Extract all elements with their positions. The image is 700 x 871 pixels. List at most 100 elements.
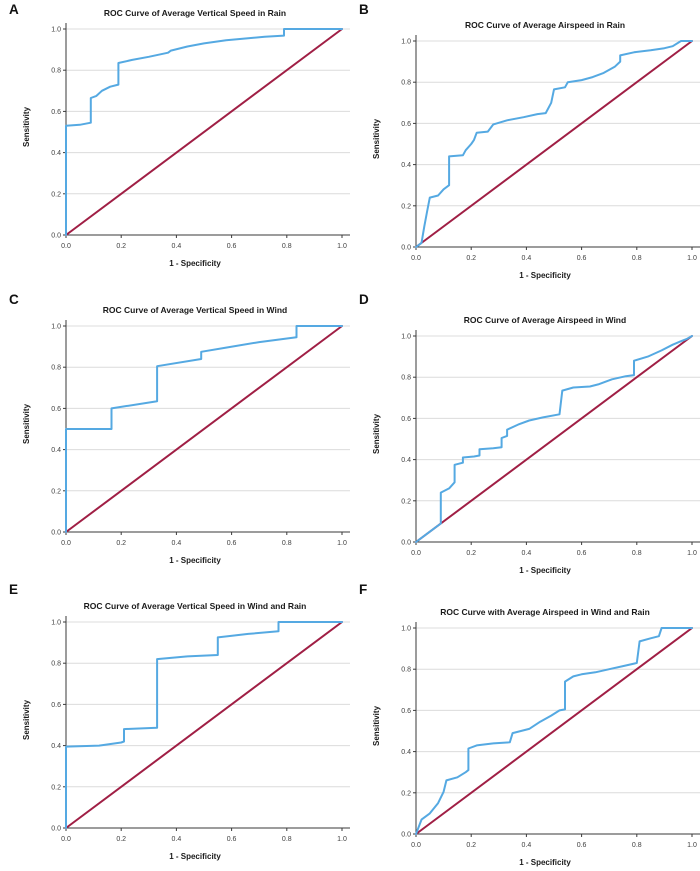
roc-panel-a: A ROC Curve of Average Vertical Speed in… (0, 0, 350, 290)
svg-text:1.0: 1.0 (51, 27, 61, 34)
svg-text:0.2: 0.2 (466, 255, 476, 262)
svg-text:0.2: 0.2 (466, 842, 476, 849)
svg-text:0.6: 0.6 (577, 255, 587, 262)
svg-text:1.0: 1.0 (687, 255, 697, 262)
chart-title: ROC Curve with Average Airspeed in Wind … (440, 607, 650, 617)
svg-text:0.0: 0.0 (61, 243, 71, 250)
chart-a: ROC Curve of Average Vertical Speed in R… (0, 7, 350, 271)
svg-text:0.4: 0.4 (521, 842, 531, 849)
svg-text:0.8: 0.8 (632, 842, 642, 849)
y-axis-label: Sensitivity (372, 414, 381, 455)
y-axis-label: Sensitivity (22, 107, 31, 148)
svg-text:1.0: 1.0 (51, 324, 61, 331)
svg-text:0.0: 0.0 (411, 550, 421, 557)
svg-text:0.2: 0.2 (51, 784, 61, 791)
svg-text:1.0: 1.0 (337, 836, 347, 843)
panel-letter: A (9, 2, 19, 17)
roc-panel-d: D ROC Curve of Average Airspeed in Wind … (350, 290, 700, 580)
svg-text:0.8: 0.8 (282, 836, 292, 843)
svg-text:1.0: 1.0 (51, 620, 61, 627)
svg-text:0.4: 0.4 (401, 162, 411, 169)
y-axis-label: Sensitivity (22, 700, 31, 741)
chart-c: ROC Curve of Average Vertical Speed in W… (0, 304, 350, 568)
svg-text:0.8: 0.8 (401, 375, 411, 382)
svg-text:0.4: 0.4 (401, 457, 411, 464)
svg-text:0.8: 0.8 (51, 661, 61, 668)
panel-letter: B (359, 2, 369, 17)
svg-text:0.6: 0.6 (51, 109, 61, 116)
roc-plot-c: 0.0 0.2 0.4 0.6 0.8 1.0 0.0 0.2 0.4 0.6 0.8 1.0 (51, 320, 350, 547)
chart-title: ROC Curve of Average Airspeed in Rain (464, 20, 626, 30)
svg-text:0.2: 0.2 (401, 498, 411, 505)
chart-d: ROC Curve of Average Airspeed in Wind Se… (350, 314, 700, 578)
svg-text:0.0: 0.0 (51, 826, 61, 833)
svg-text:0.0: 0.0 (401, 540, 411, 547)
svg-text:0.8: 0.8 (632, 550, 642, 557)
svg-text:0.4: 0.4 (171, 836, 181, 843)
panel-letter: D (359, 292, 369, 307)
svg-text:0.8: 0.8 (51, 365, 61, 372)
svg-text:0.2: 0.2 (51, 488, 61, 495)
svg-text:0.6: 0.6 (577, 842, 587, 849)
svg-text:0.2: 0.2 (116, 243, 126, 250)
y-axis-label: Sensitivity (372, 119, 381, 160)
svg-text:0.6: 0.6 (227, 836, 237, 843)
panel-letter: E (9, 582, 19, 597)
svg-text:0.2: 0.2 (401, 790, 411, 797)
chart-b: ROC Curve of Average Airspeed in Rain Se… (350, 19, 700, 283)
roc-panel-e: E ROC Curve of Average Vertical Speed in… (0, 580, 350, 871)
svg-text:0.6: 0.6 (577, 550, 587, 557)
x-axis-label: 1 - Specificity (519, 271, 571, 280)
svg-text:0.2: 0.2 (116, 836, 126, 843)
svg-text:0.4: 0.4 (171, 243, 181, 250)
svg-text:0.4: 0.4 (51, 447, 61, 454)
roc-plot-f: 0.0 0.2 0.4 0.6 0.8 1.0 0.0 0.2 0.4 0.6 0.8 1.0 (401, 622, 700, 849)
svg-text:0.0: 0.0 (61, 836, 71, 843)
svg-text:0.6: 0.6 (401, 121, 411, 128)
svg-text:0.8: 0.8 (282, 540, 292, 547)
svg-text:0.8: 0.8 (401, 80, 411, 87)
chart-e: ROC Curve of Average Vertical Speed in W… (0, 600, 350, 864)
svg-text:0.0: 0.0 (411, 842, 421, 849)
svg-text:0.4: 0.4 (521, 550, 531, 557)
svg-text:1.0: 1.0 (401, 39, 411, 46)
x-axis-label: 1 - Specificity (519, 566, 571, 575)
svg-text:0.8: 0.8 (51, 68, 61, 75)
svg-text:0.0: 0.0 (51, 530, 61, 537)
svg-text:0.8: 0.8 (401, 667, 411, 674)
svg-text:0.4: 0.4 (51, 150, 61, 157)
roc-plot-b: 0.0 0.2 0.4 0.6 0.8 1.0 0.0 0.2 0.4 0.6 0.8 1.0 (401, 35, 700, 262)
roc-panel-f: F ROC Curve with Average Airspeed in Win… (350, 580, 700, 871)
svg-text:1.0: 1.0 (337, 243, 347, 250)
svg-text:0.6: 0.6 (227, 540, 237, 547)
svg-text:0.2: 0.2 (51, 191, 61, 198)
svg-text:0.6: 0.6 (401, 708, 411, 715)
chart-title: ROC Curve of Average Vertical Speed in W… (83, 601, 307, 611)
x-axis-label: 1 - Specificity (169, 556, 221, 565)
svg-text:0.2: 0.2 (116, 540, 126, 547)
svg-text:1.0: 1.0 (401, 626, 411, 633)
svg-text:0.6: 0.6 (401, 416, 411, 423)
roc-panel-c: C ROC Curve of Average Vertical Speed in… (0, 290, 350, 580)
svg-text:1.0: 1.0 (687, 550, 697, 557)
svg-text:0.4: 0.4 (51, 743, 61, 750)
svg-text:0.6: 0.6 (51, 406, 61, 413)
chart-f: ROC Curve with Average Airspeed in Wind … (350, 606, 700, 870)
svg-text:0.0: 0.0 (411, 255, 421, 262)
svg-text:0.0: 0.0 (401, 245, 411, 252)
svg-text:0.6: 0.6 (227, 243, 237, 250)
roc-plot-d: 0.0 0.2 0.4 0.6 0.8 1.0 0.0 0.2 0.4 0.6 0.8 1.0 (401, 330, 700, 557)
roc-plot-a: 0.0 0.2 0.4 0.6 0.8 1.0 0.0 0.2 0.4 0.6 0.8 1.0 (51, 23, 350, 250)
svg-text:1.0: 1.0 (337, 540, 347, 547)
svg-text:0.0: 0.0 (61, 540, 71, 547)
roc-panel-b: B ROC Curve of Average Airspeed in Rain … (350, 0, 700, 290)
y-axis-label: Sensitivity (372, 706, 381, 747)
svg-text:1.0: 1.0 (401, 334, 411, 341)
chart-title: ROC Curve of Average Airspeed in Wind (463, 315, 627, 325)
svg-text:1.0: 1.0 (687, 842, 697, 849)
x-axis-label: 1 - Specificity (519, 858, 571, 867)
svg-text:0.4: 0.4 (171, 540, 181, 547)
y-axis-label: Sensitivity (22, 404, 31, 445)
svg-text:0.4: 0.4 (521, 255, 531, 262)
